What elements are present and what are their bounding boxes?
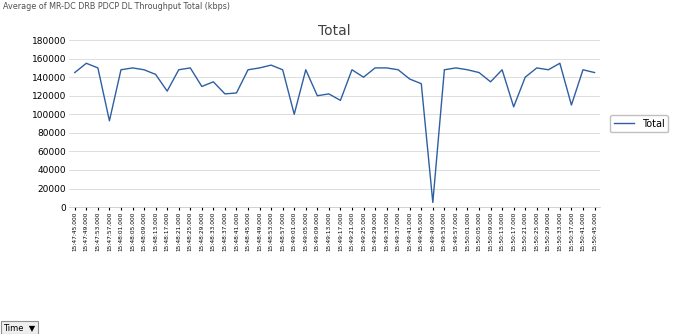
Total (82, 61, 90, 65)
Total (244, 68, 252, 72)
Total (221, 92, 229, 96)
Total (464, 68, 472, 72)
Total (394, 68, 402, 72)
Total (313, 94, 322, 98)
Legend: Total: Total (611, 115, 668, 133)
Total (475, 70, 483, 74)
Total (186, 66, 195, 70)
Total (279, 68, 287, 72)
Total (509, 105, 518, 109)
Total (290, 112, 298, 116)
Total (498, 68, 506, 72)
Total (567, 103, 575, 107)
Total (440, 68, 449, 72)
Total (302, 68, 310, 72)
Total (106, 119, 114, 123)
Total (486, 80, 495, 84)
Total (452, 66, 460, 70)
Total (152, 72, 160, 76)
Text: Time  ▼: Time ▼ (3, 323, 36, 332)
Total (579, 68, 587, 72)
Total (521, 75, 529, 79)
Total (70, 70, 79, 74)
Total (163, 89, 171, 93)
Total (555, 61, 564, 65)
Line: Total: Total (75, 63, 595, 202)
Total (175, 68, 183, 72)
Total (117, 68, 125, 72)
Total (209, 80, 217, 84)
Title: Total: Total (318, 23, 351, 37)
Total (591, 70, 599, 74)
Total (348, 68, 356, 72)
Total (255, 66, 264, 70)
Total (406, 77, 414, 81)
Total (233, 91, 241, 95)
Total (428, 200, 437, 204)
Total (325, 92, 333, 96)
Total (197, 85, 206, 89)
Total (359, 75, 368, 79)
Total (382, 66, 391, 70)
Total (371, 66, 380, 70)
Total (267, 63, 275, 67)
Total (128, 66, 137, 70)
Text: Average of MR-DC DRB PDCP DL Throughput Total (kbps): Average of MR-DC DRB PDCP DL Throughput … (3, 2, 230, 11)
Total (140, 68, 148, 72)
Total (94, 66, 102, 70)
Total (336, 99, 344, 103)
Total (544, 68, 553, 72)
Total (533, 66, 541, 70)
Total (417, 82, 426, 86)
